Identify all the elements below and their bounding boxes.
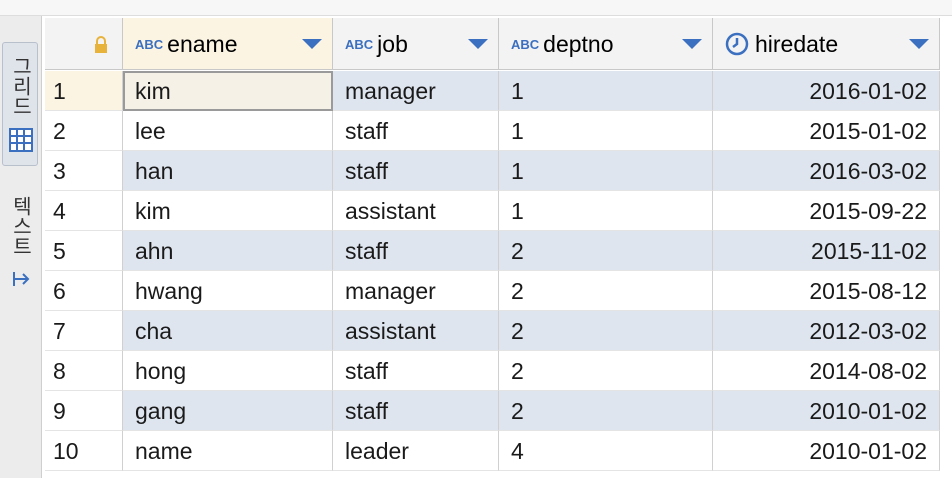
data-cell[interactable]: ahn [123,231,333,271]
row-number: 8 [45,351,123,391]
grid: ABC ename ABC job ABC deptno hiredate 1 kim manag… [45,0,952,478]
data-cell[interactable]: 2 [499,271,713,311]
row-number: 1 [45,71,123,111]
data-cell[interactable]: gang [123,391,333,431]
data-cell[interactable]: 1 [499,151,713,191]
data-cell[interactable]: kim [123,191,333,231]
row-number: 4 [45,191,123,231]
data-cell[interactable]: 2 [499,391,713,431]
data-cell[interactable]: han [123,151,333,191]
data-cell[interactable]: staff [333,391,499,431]
corner-header [45,18,123,70]
clock-icon [725,32,749,56]
column-header[interactable]: ABC job [333,18,499,70]
text-icon [13,272,30,286]
grid-tab[interactable]: 그리드 [9,56,31,116]
data-cell[interactable]: assistant [333,311,499,351]
data-cell[interactable]: 2010-01-02 [713,431,940,471]
row-number: 6 [45,271,123,311]
sidebar: 그리드 텍스트 [0,16,42,478]
data-cell[interactable]: 2 [499,231,713,271]
data-cell[interactable]: cha [123,311,333,351]
data-cell[interactable]: 4 [499,431,713,471]
data-cell[interactable]: staff [333,231,499,271]
data-cell[interactable]: 2016-03-02 [713,151,940,191]
data-cell[interactable]: 1 [499,111,713,151]
data-cell[interactable]: staff [333,151,499,191]
column-header[interactable]: hiredate [713,18,940,70]
data-cell[interactable]: 2012-03-02 [713,311,940,351]
grid-icon [9,128,33,152]
column-name: hiredate [755,31,839,57]
sort-arrow [682,39,702,49]
row-number: 2 [45,111,123,151]
column-header[interactable]: ABC deptno [499,18,713,70]
column-name: ename [167,31,238,57]
data-cell[interactable]: assistant [333,191,499,231]
data-cell[interactable]: 2015-01-02 [713,111,940,151]
column-name: deptno [543,31,614,57]
data-cell[interactable]: manager [333,71,499,111]
data-cell[interactable]: hong [123,351,333,391]
sort-arrow [302,39,322,49]
row-number: 3 [45,151,123,191]
data-cell[interactable]: 1 [499,191,713,231]
data-cell[interactable]: leader [333,431,499,471]
data-cell[interactable]: 2014-08-02 [713,351,940,391]
data-cell[interactable]: 2010-01-02 [713,391,940,431]
row-number: 5 [45,231,123,271]
data-cell[interactable]: 1 [499,71,713,111]
row-number: 7 [45,311,123,351]
data-cell[interactable]: 2015-11-02 [713,231,940,271]
top-strip [0,0,952,16]
row-number: 10 [45,431,123,471]
data-cell[interactable]: 2 [499,351,713,391]
data-cell[interactable]: manager [333,271,499,311]
column-name: job [377,31,408,57]
data-cell[interactable]: name [123,431,333,471]
data-cell[interactable]: staff [333,351,499,391]
data-cell[interactable]: 2016-01-02 [713,71,940,111]
type-label: ABC [511,37,540,52]
data-cell[interactable]: 2 [499,311,713,351]
data-cell[interactable]: kim [123,71,333,111]
data-cell[interactable]: 2015-08-12 [713,271,940,311]
text-tab[interactable]: 텍스트 [9,196,31,256]
data-cell[interactable]: staff [333,111,499,151]
column-header[interactable]: ABC ename [123,18,333,70]
sort-arrow [468,39,488,49]
data-cell[interactable]: 2015-09-22 [713,191,940,231]
type-label: ABC [135,37,164,52]
data-cell[interactable]: lee [123,111,333,151]
type-label: ABC [345,37,374,52]
row-number: 9 [45,391,123,431]
sort-arrow [909,39,929,49]
data-cell[interactable]: hwang [123,271,333,311]
